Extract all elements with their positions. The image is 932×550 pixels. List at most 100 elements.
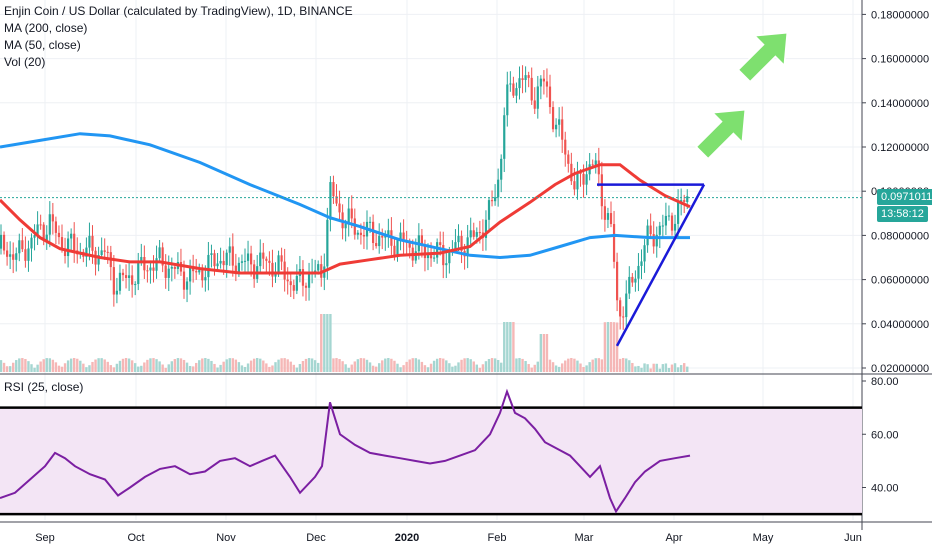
volume-bar <box>686 366 689 372</box>
chart-legend: Enjin Coin / US Dollar (calculated by Tr… <box>4 3 353 71</box>
candle-body <box>219 260 222 264</box>
candle-body <box>143 257 146 271</box>
volume-bar <box>634 366 637 372</box>
candle-body <box>128 275 131 279</box>
price-axis[interactable]: 0.02000000 0.04000000 0.06000000 0.08000000… <box>862 9 929 495</box>
candle-body <box>201 270 204 281</box>
volume-bar <box>683 363 686 372</box>
candle-body <box>426 255 430 259</box>
volume-bar <box>225 359 228 372</box>
candle-body <box>567 154 570 164</box>
legend-ma200[interactable]: MA (200, close) <box>4 21 88 35</box>
volume-bar <box>396 363 399 372</box>
candle-body <box>439 242 442 246</box>
volume-bar <box>679 365 683 372</box>
candle-body <box>484 219 488 238</box>
candle-body <box>576 171 579 190</box>
candle-body <box>381 235 384 238</box>
candle-body <box>551 107 555 130</box>
legend-vol[interactable]: Vol (20) <box>4 55 46 69</box>
candle-body <box>268 260 271 263</box>
time-tick-label: Apr <box>665 532 682 544</box>
volume-bar <box>606 322 610 372</box>
candle-body <box>356 232 359 235</box>
volume-bar <box>280 358 283 372</box>
volume-bar <box>652 363 655 372</box>
volume-bar <box>484 361 488 372</box>
volume-bar <box>612 322 616 372</box>
volume-bar <box>603 322 607 372</box>
volume-bar <box>493 358 497 372</box>
volume-bar <box>179 358 183 372</box>
volume-bar <box>170 361 173 372</box>
volume-bar <box>66 360 70 372</box>
candle-body <box>45 234 48 241</box>
rsi-legend[interactable]: RSI (25, close) <box>4 380 84 394</box>
volume-bar <box>387 358 390 372</box>
volume-bar <box>561 363 564 372</box>
volume-bar <box>33 367 36 372</box>
legend-ma50[interactable]: MA (50, close) <box>4 38 81 52</box>
volume-bars <box>0 314 689 372</box>
volume-bar <box>100 358 103 372</box>
volume-bar <box>625 358 628 372</box>
candle-body <box>612 224 616 262</box>
candle-body <box>664 215 667 226</box>
volume-bar <box>545 334 549 372</box>
time-axis[interactable]: Sep Oct Nov Dec 2020 Feb Mar Apr May Jun <box>35 532 862 544</box>
candle-body <box>487 200 491 220</box>
candle-body <box>677 202 680 224</box>
volume-bar <box>45 358 48 372</box>
legend-title[interactable]: Enjin Coin / US Dollar (calculated by Tr… <box>4 4 353 18</box>
candle-body <box>182 271 186 290</box>
candle-body <box>490 200 494 202</box>
candle-body <box>652 234 655 247</box>
candle-body <box>683 200 686 202</box>
volume-bar <box>597 358 600 372</box>
volume-bar <box>182 359 186 372</box>
candle-body <box>673 223 677 231</box>
candle-body <box>347 208 350 224</box>
candle-body <box>54 221 57 233</box>
volume-bar <box>216 367 219 372</box>
candle-body <box>445 263 448 266</box>
candle-body <box>378 235 381 247</box>
volume-bar <box>402 365 405 372</box>
volume-bar <box>426 367 430 372</box>
volume-bar <box>222 361 225 372</box>
candle-body <box>649 225 652 235</box>
volume-bar <box>341 361 344 372</box>
candle-body <box>530 77 533 101</box>
volume-bar <box>271 365 274 372</box>
candle-body <box>570 163 573 182</box>
volume-bar <box>76 358 79 372</box>
volume-bar <box>48 358 51 372</box>
volume-bar <box>463 358 466 372</box>
volume-bar <box>246 363 250 372</box>
candle-body <box>469 230 472 238</box>
volume-bar <box>356 359 360 372</box>
candle-body <box>558 119 561 125</box>
candle-body <box>521 78 524 81</box>
candle-body <box>545 81 549 87</box>
volume-bar <box>631 362 634 372</box>
candle-body <box>561 119 564 140</box>
volume-bar <box>655 363 658 372</box>
volume-bar <box>12 362 15 372</box>
volume-bar <box>295 367 299 372</box>
candle-body <box>661 225 664 227</box>
candle-body <box>594 160 597 165</box>
candle-body <box>73 233 76 251</box>
volume-bar <box>579 363 582 372</box>
candle-body <box>591 164 594 166</box>
volume-bar <box>85 367 88 372</box>
volume-bar <box>432 360 436 372</box>
volume-bar <box>313 360 317 372</box>
volume-bar <box>448 363 451 372</box>
volume-bar <box>478 367 482 372</box>
candle-body <box>420 235 423 246</box>
candle-body <box>280 255 283 262</box>
volume-bar <box>637 365 640 372</box>
volume-bar <box>191 366 195 372</box>
candle-body <box>222 260 225 266</box>
